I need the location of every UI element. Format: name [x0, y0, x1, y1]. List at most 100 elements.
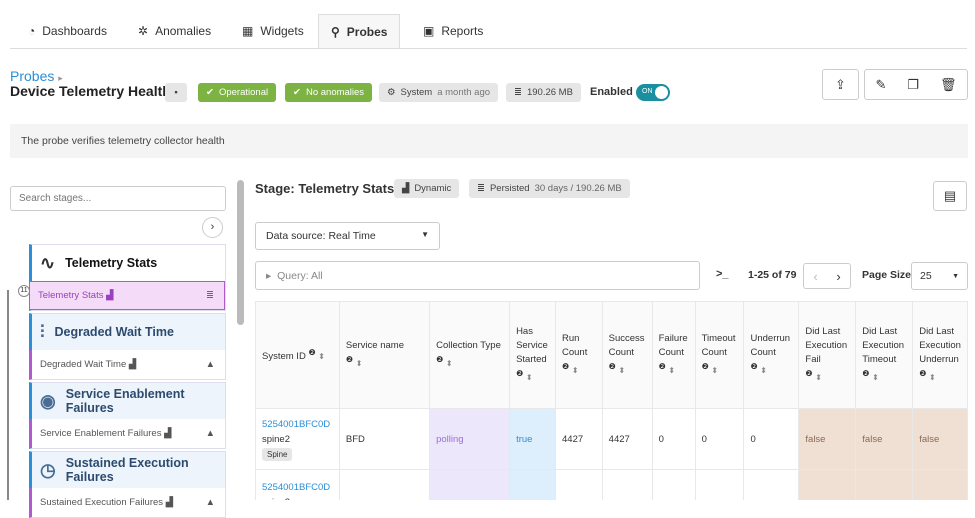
table-cell	[855, 469, 914, 500]
hostname: spine2	[262, 495, 333, 500]
role-badge: Spine	[262, 447, 293, 461]
column-header[interactable]: Failure Count ❷ ⬍	[651, 301, 696, 409]
dashboard-icon: ◔	[28, 24, 36, 38]
dynamic-badge: ▟ Dynamic	[394, 179, 460, 198]
hostname: spine2	[262, 433, 290, 445]
tab-probes[interactable]: ⚲ Probes	[318, 14, 401, 49]
action-group: ✎ ❐ 🗑	[864, 69, 968, 100]
table-cell: 4427	[555, 408, 603, 470]
breadcrumb[interactable]: Probes ▸	[10, 68, 63, 84]
column-header[interactable]: Did Last Execution Timeout ❷ ⬍	[855, 301, 914, 409]
page-title: Device Telemetry Health	[10, 83, 171, 99]
report-icon: ▣	[423, 24, 435, 38]
table-row: 5254001BFC0D spine2	[255, 469, 968, 500]
system-id-link[interactable]: 5254001BFC0D	[262, 418, 331, 430]
anomaly-icon: ✲	[138, 24, 149, 38]
table-cell	[743, 469, 800, 500]
column-header[interactable]: System ID ❷ ⬍	[255, 301, 340, 409]
data-table-wrap: System ID ❷ ⬍ Service name ❷ ⬍ Collection …	[255, 301, 968, 500]
table-cell	[509, 469, 556, 500]
datasource-select[interactable]: Data source: Real Time ▼	[255, 222, 440, 250]
column-header[interactable]: Did Last Execution Underrun ❷ ⬍	[912, 301, 968, 409]
column-header[interactable]: Collection Type ❷ ⬍	[429, 301, 511, 409]
range-icon: ⫶	[40, 321, 45, 342]
terminal-icon[interactable]: >_	[716, 268, 729, 280]
source-badge: ⚙ System a month ago	[379, 83, 499, 102]
probe-description: The probe verifies telemetry collector h…	[10, 124, 968, 158]
check-icon: ✔	[206, 87, 214, 98]
gear-icon: ⚙	[387, 87, 396, 98]
widgets-icon: ▦	[242, 24, 254, 38]
pagination-range: 1-25 of 79	[748, 269, 797, 281]
column-header[interactable]: Did Last Execution Fail ❷ ⬍	[798, 301, 857, 409]
tab-reports[interactable]: ▣ Reports	[423, 24, 484, 38]
table-row: 5254001BFC0D spine2 Spine BFD polling true 442…	[255, 408, 968, 470]
table-cell: 4427	[601, 408, 653, 470]
table-cell: false	[798, 408, 857, 470]
table-cell: true	[509, 408, 556, 470]
clock-icon: ◷	[40, 459, 56, 480]
probe-icon: ⚲	[331, 25, 340, 39]
table-cell	[601, 469, 653, 500]
size-badge: ≣ 190.26 MB	[506, 83, 581, 102]
query-bar[interactable]: ▸ Query: All	[255, 261, 700, 290]
chevron-right-icon[interactable]: ›	[202, 217, 223, 238]
search-stages-input[interactable]	[10, 186, 226, 211]
table-cell: false	[855, 408, 914, 470]
pager: ‹ ›	[803, 263, 851, 289]
calendar-icon[interactable]: ▪	[165, 83, 187, 102]
warning-icon: ▲	[205, 497, 215, 508]
stage-card[interactable]: ◉ Service Enablement Failures Service Ena…	[29, 382, 226, 449]
caret-right-icon: ▸	[266, 270, 272, 282]
square-dot-icon: ◉	[40, 390, 56, 411]
status-badge: ✔ Operational	[198, 83, 277, 102]
chart-icon: ▟	[402, 183, 410, 194]
table-cell: 0	[694, 408, 745, 470]
database-icon: ≣	[514, 87, 522, 98]
share-button[interactable]: ⇪	[822, 69, 859, 100]
table-cell: 0	[651, 408, 696, 470]
column-header[interactable]: Has Service Started ❷ ⬍	[509, 301, 556, 409]
chart-icon: ▟	[106, 290, 114, 301]
enabled-toggle[interactable]: ON	[636, 84, 670, 101]
stage-card[interactable]: ∿ Telemetry Stats Telemetry Stats ▟ ≣	[29, 244, 226, 311]
database-icon: ≣	[206, 290, 214, 301]
chart-icon: ▟	[128, 359, 137, 370]
prev-page-button[interactable]: ‹	[813, 268, 818, 284]
database-icon: ≣	[477, 183, 485, 194]
edit-icon[interactable]: ✎	[875, 76, 887, 92]
table-cell	[338, 469, 431, 500]
system-id-link[interactable]: 5254001BFC0D	[262, 482, 331, 493]
connector-count: 11	[18, 285, 30, 297]
chart-icon: ▟	[165, 497, 173, 508]
tab-dashboards[interactable]: ◔ Dashboards	[28, 24, 107, 38]
tab-widgets[interactable]: ▦ Widgets	[242, 24, 304, 38]
page-size-select[interactable]: 25 ▼	[911, 262, 968, 290]
column-header[interactable]: Service name ❷ ⬍	[338, 301, 431, 409]
column-header[interactable]: Underrun Count ❷ ⬍	[743, 301, 800, 409]
persisted-badge: ≣ Persisted 30 days / 190.26 MB	[469, 179, 630, 198]
stage-card[interactable]: ⫶ Degraded Wait Time Degraded Wait Time ▟…	[29, 313, 226, 380]
table-cell	[694, 469, 745, 500]
table-cell: false	[912, 408, 968, 470]
stage-card[interactable]: ◷ Sustained Execution Failures Sustained …	[29, 451, 226, 518]
delete-icon[interactable]: 🗑	[939, 76, 957, 92]
clone-icon[interactable]: ❐	[907, 76, 920, 92]
column-header[interactable]: Run Count ❷ ⬍	[555, 301, 603, 409]
anomalies-badge: ✔ No anomalies	[285, 83, 373, 102]
table-cell: polling	[429, 408, 511, 470]
pulse-icon: ∿	[40, 252, 56, 273]
column-header[interactable]: Success Count ❷ ⬍	[601, 301, 653, 409]
stage-connector	[7, 290, 22, 500]
tab-anomalies[interactable]: ✲ Anomalies	[138, 24, 212, 38]
chart-icon: ▟	[164, 428, 172, 439]
table-cell	[651, 469, 696, 500]
table-cell: 0	[743, 408, 800, 470]
next-page-button[interactable]: ›	[836, 268, 841, 284]
table-cell: BFD	[338, 408, 431, 470]
data-table: System ID ❷ ⬍ Service name ❷ ⬍ Collection …	[255, 301, 968, 500]
sidebar-scrollbar[interactable]	[237, 180, 244, 325]
column-header[interactable]: Timeout Count ❷ ⬍	[694, 301, 745, 409]
layout-button[interactable]: ▤	[933, 181, 967, 211]
page-size-label: Page Size:	[862, 269, 915, 281]
